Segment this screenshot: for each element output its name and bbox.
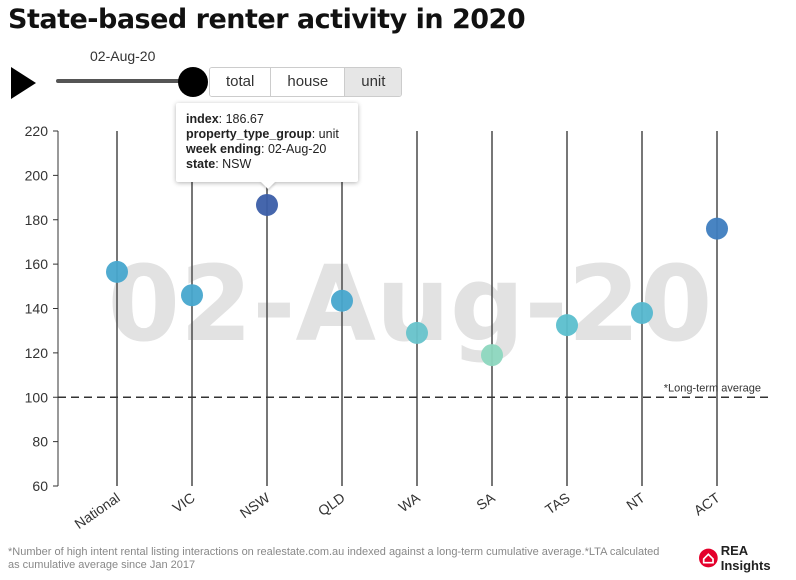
chart-title: State-based renter activity in 2020 xyxy=(8,4,526,35)
footnote: *Number of high intent rental listing in… xyxy=(8,546,660,571)
y-tick-label: 220 xyxy=(25,123,49,139)
y-tick-label: 160 xyxy=(25,256,49,272)
play-button[interactable] xyxy=(11,67,36,99)
y-tick-label: 80 xyxy=(32,434,48,450)
y-tick-label: 180 xyxy=(25,212,49,228)
data-point xyxy=(481,344,503,367)
toggle-unit[interactable]: unit xyxy=(345,68,402,96)
tooltip-row-property-type: property_type_group: unit xyxy=(186,127,339,141)
tooltip-row-index: index: 186.67 xyxy=(186,112,264,126)
toggle-total[interactable]: total xyxy=(210,68,272,96)
toggle-house[interactable]: house xyxy=(271,68,346,96)
tooltip: index: 186.67 property_type_group: unit … xyxy=(176,103,358,182)
property-type-toggle: total house unit xyxy=(209,67,403,97)
data-point xyxy=(556,314,578,337)
tooltip-arrow xyxy=(260,181,276,189)
x-tick-label: NSW xyxy=(237,489,274,521)
y-tick-label: 60 xyxy=(32,478,48,494)
date-watermark: 02-Aug-20 xyxy=(108,243,713,365)
tooltip-row-state: state: NSW xyxy=(186,157,252,171)
x-tick-label: NT xyxy=(623,489,648,513)
y-tick-label: 100 xyxy=(25,389,49,405)
data-point xyxy=(256,193,278,216)
slider-date-label: 02-Aug-20 xyxy=(90,48,156,64)
house-logo-icon xyxy=(699,548,718,568)
x-tick-label: National xyxy=(71,489,122,532)
date-slider: 02-Aug-20 xyxy=(0,40,220,110)
slider-track[interactable] xyxy=(56,79,194,83)
rea-insights-logo: REA Insights xyxy=(699,543,796,573)
y-tick-label: 120 xyxy=(25,345,49,361)
slider-thumb[interactable] xyxy=(178,67,208,97)
data-point xyxy=(706,217,728,240)
x-tick-label: QLD xyxy=(315,489,348,519)
data-point xyxy=(331,289,353,312)
long-term-average-label: *Long-term average xyxy=(664,382,761,394)
logo-text: REA Insights xyxy=(720,543,771,573)
x-tick-label: VIC xyxy=(169,489,197,515)
x-tick-label: ACT xyxy=(691,489,723,518)
data-point xyxy=(406,321,428,344)
x-tick-label: TAS xyxy=(542,489,573,517)
data-point xyxy=(181,284,203,307)
data-point xyxy=(631,301,653,324)
x-tick-label: WA xyxy=(395,489,423,515)
y-tick-label: 140 xyxy=(25,301,49,317)
y-tick-label: 200 xyxy=(25,167,49,183)
x-tick-label: SA xyxy=(473,489,498,513)
tooltip-row-week-ending: week ending: 02-Aug-20 xyxy=(186,142,327,156)
data-point xyxy=(106,260,128,283)
